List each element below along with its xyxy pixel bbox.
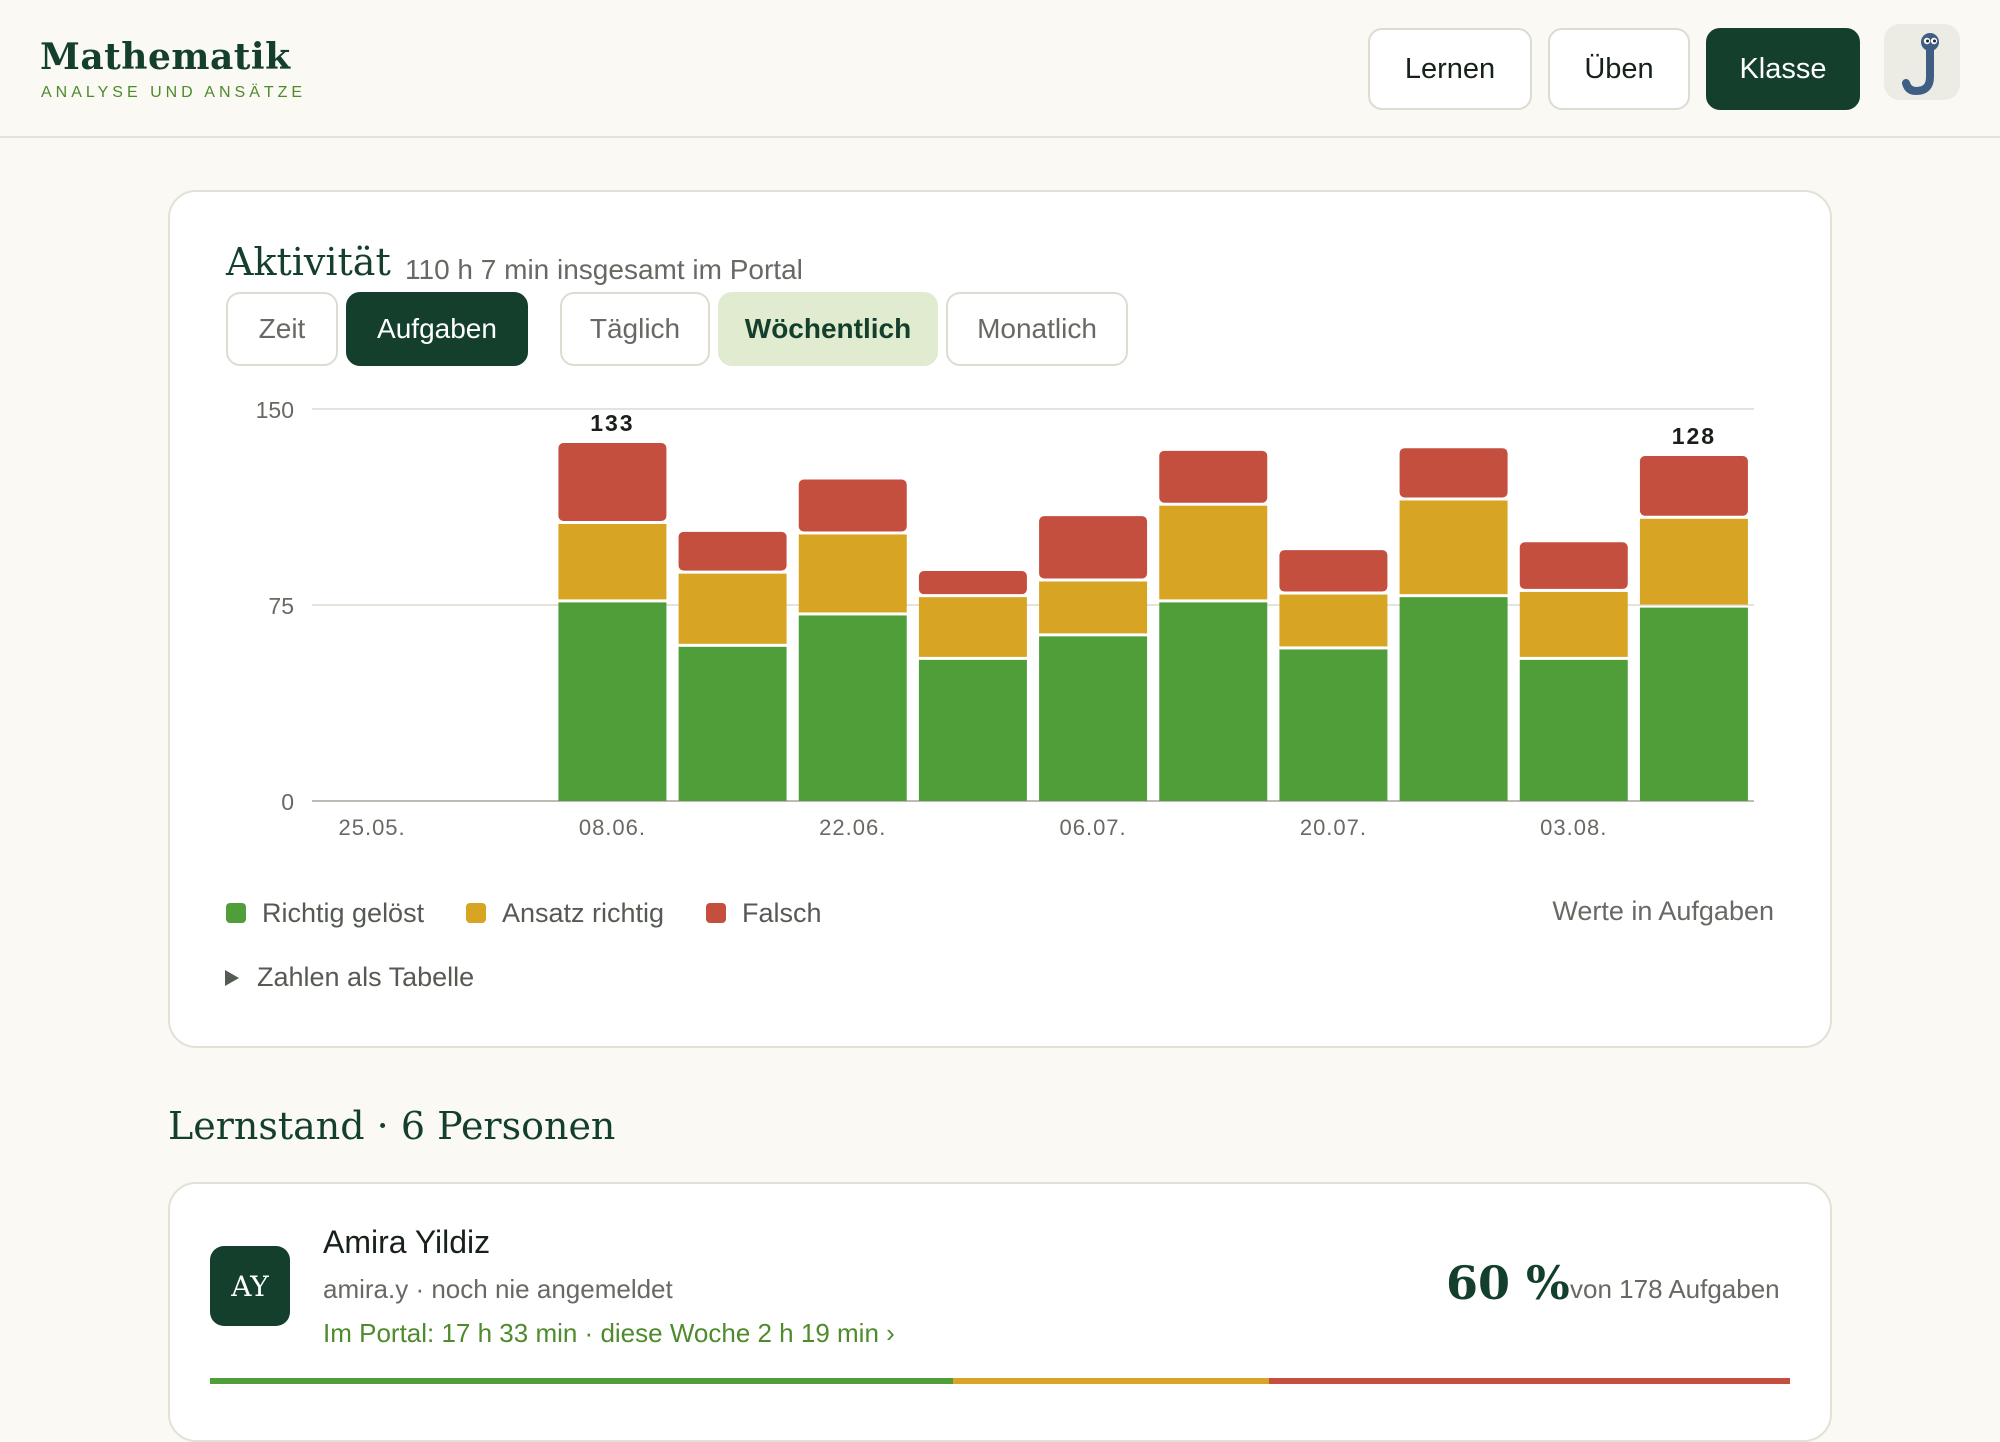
tab-monatlich[interactable]: Monatlich: [946, 292, 1128, 366]
legend-item-wrong: Falsch: [706, 896, 822, 930]
tab-taeglich[interactable]: Täglich: [560, 292, 710, 366]
legend-swatch-approach: [466, 903, 486, 923]
tab-woechentlich[interactable]: Wöchentlich: [718, 292, 938, 366]
progress-wrong: [1268, 1378, 1790, 1384]
legend-item-correct: Richtig gelöst: [226, 896, 424, 930]
nav-class-button[interactable]: Klasse: [1706, 28, 1860, 110]
tab-aufgaben[interactable]: Aufgaben: [346, 292, 528, 366]
table-toggle-label: Zahlen als Tabelle: [257, 962, 475, 992]
student-progress-bar: [210, 1378, 1790, 1384]
learning-section-title: Lernstand · 6 Personen: [168, 1104, 616, 1148]
progress-correct: [210, 1378, 953, 1384]
nav-learn-button[interactable]: Lernen: [1368, 28, 1532, 110]
units-note: Werte in Aufgaben: [1552, 896, 1774, 926]
brand-title: Mathematik: [40, 36, 291, 78]
activity-title: Aktivität: [226, 240, 391, 284]
avatar: AY: [210, 1246, 290, 1326]
activity-total: 110 h 7 min insgesamt im Portal: [405, 254, 803, 285]
legend-swatch-correct: [226, 903, 246, 923]
student-task-count: von 178 Aufgaben: [1570, 1274, 1780, 1304]
student-portal-link[interactable]: Im Portal: 17 h 33 min · diese Woche 2 h…: [323, 1318, 895, 1348]
student-score: 60 %: [1446, 1256, 1570, 1310]
tab-zeit[interactable]: Zeit: [226, 292, 338, 366]
student-card[interactable]: [168, 1182, 1832, 1442]
student-name: Amira Yildiz: [323, 1224, 491, 1260]
legend-swatch-wrong: [706, 903, 726, 923]
profile-button[interactable]: [1884, 24, 1960, 100]
brand-subtitle: ANALYSE UND ANSÄTZE: [41, 84, 307, 101]
table-toggle[interactable]: Zahlen als Tabelle: [225, 962, 474, 993]
top-bar: [0, 0, 2000, 138]
student-meta: amira.y · noch nie angemeldet: [323, 1274, 673, 1304]
nav-practice-button[interactable]: Üben: [1548, 28, 1690, 110]
legend-item-approach: Ansatz richtig: [466, 896, 664, 930]
legend-label-approach: Ansatz richtig: [502, 897, 665, 928]
mascot-icon: [1902, 33, 1939, 95]
disclosure-triangle-icon: [225, 969, 239, 986]
progress-approach: [952, 1378, 1269, 1384]
legend-label-wrong: Falsch: [742, 897, 822, 928]
legend-label-correct: Richtig gelöst: [262, 897, 425, 928]
